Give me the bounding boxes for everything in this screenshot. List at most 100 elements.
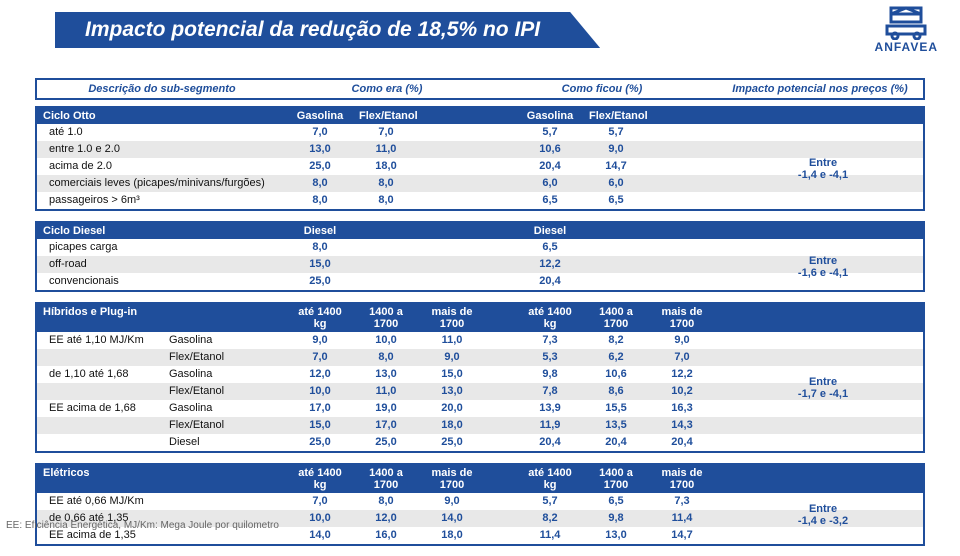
cell-value: 13,9 [517,400,583,417]
table-row: convencionais25,020,4 [37,273,923,290]
cell-value: 18,0 [353,158,419,175]
cell-value: 8,0 [353,493,419,510]
cell-value [353,273,419,290]
cell-value: 9,8 [583,510,649,527]
cell-value [419,124,485,141]
table-row: EE até 0,66 MJ/Km7,08,09,05,76,57,3 [37,493,923,510]
cell-value: 16,0 [353,527,419,544]
cell-value: 15,5 [583,400,649,417]
cell-value: 11,4 [649,510,715,527]
block-title: Híbridos e Plug-in [37,304,287,332]
cell-value: 11,0 [353,141,419,158]
cell-value: 12,0 [353,510,419,527]
col-label: Flex/Etanol [353,108,419,124]
cell-value: 7,0 [287,124,353,141]
block-ciclo-diesel: Ciclo Diesel Diesel Diesel picapes carga… [35,221,925,292]
row-desc: até 1.0 [37,124,287,141]
cell-value: 13,0 [583,527,649,544]
cell-value: 10,6 [583,366,649,383]
page-title-bar: Impacto potencial da redução de 18,5% no… [55,12,600,48]
col-label: 1400 a 1700 [583,304,649,332]
cell-value: 10,0 [287,510,353,527]
cell-value: 12,2 [649,366,715,383]
cell-value: 6,5 [583,192,649,209]
cell-value: 6,5 [583,493,649,510]
cell-value [353,239,419,256]
col-label: mais de 1700 [649,465,715,493]
cell-value: 12,2 [517,256,583,273]
row-desc: off-road [37,256,287,273]
row-desc: Flex/Etanol [37,349,287,366]
cell-value: 5,3 [517,349,583,366]
cell-value: 19,0 [353,400,419,417]
cell-value [353,256,419,273]
cell-value: 9,0 [419,349,485,366]
cell-value: 7,3 [517,332,583,349]
col-label: até 1400 kg [287,465,353,493]
cell-value: 10,6 [517,141,583,158]
col-label: Diesel [517,223,583,239]
cell-value: 13,0 [353,366,419,383]
cell-value: 5,7 [517,124,583,141]
table-master-header: Descrição do sub-segmento Como era (%) C… [35,78,925,100]
cell-value: 8,0 [353,192,419,209]
cell-value: 11,9 [517,417,583,434]
col-label: até 1400 kg [517,465,583,493]
cell-value: 6,0 [517,175,583,192]
cell-value: 18,0 [419,417,485,434]
col-label: 1400 a 1700 [353,304,419,332]
cell-value: 15,0 [419,366,485,383]
cell-value: 9,0 [583,141,649,158]
page-title: Impacto potencial da redução de 18,5% no… [85,18,540,42]
cell-value: 6,0 [583,175,649,192]
main-content: Descrição do sub-segmento Como era (%) C… [35,78,925,556]
table-row: EE até 1,10 MJ/KmGasolina9,010,011,07,38… [37,332,923,349]
row-desc: comerciais leves (picapes/minivans/furgõ… [37,175,287,192]
cell-value: 20,0 [419,400,485,417]
cell-value: 17,0 [353,417,419,434]
cell-value: 5,7 [583,124,649,141]
cell-value: 14,0 [287,527,353,544]
cell-value: 8,2 [517,510,583,527]
row-desc: Diesel [37,434,287,451]
col-label: Gasolina [517,108,583,124]
cell-value [649,175,715,192]
cell-value: 16,3 [649,400,715,417]
cell-value: 14,0 [419,510,485,527]
cell-value: 14,7 [583,158,649,175]
table-row: Diesel25,025,025,020,420,420,4 [37,434,923,451]
cell-value: 20,4 [649,434,715,451]
row-desc: picapes carga [37,239,287,256]
cell-value: 18,0 [419,527,485,544]
cell-value [649,124,715,141]
cell-value: 8,0 [353,349,419,366]
cell-value [419,175,485,192]
cell-value [419,141,485,158]
cell-value [649,141,715,158]
table-row: de 1,10 até 1,68Gasolina12,013,015,09,81… [37,366,923,383]
cell-value [649,192,715,209]
col-label: Gasolina [287,108,353,124]
cell-value: 7,0 [287,349,353,366]
cell-value: 25,0 [353,434,419,451]
cell-value: 20,4 [517,273,583,290]
table-row: acima de 2.025,018,020,414,7 [37,158,923,175]
row-desc: Flex/Etanol [37,383,287,400]
table-row: picapes carga8,06,5 [37,239,923,256]
block-body: EE até 1,10 MJ/KmGasolina9,010,011,07,38… [37,332,923,451]
table-row: entre 1.0 e 2.013,011,010,69,0 [37,141,923,158]
cell-value [419,158,485,175]
cell-value [583,256,649,273]
cell-value: 11,0 [419,332,485,349]
cell-value: 9,8 [517,366,583,383]
block-title: Ciclo Diesel [37,223,287,239]
block-title: Ciclo Otto [37,108,287,124]
cell-value [649,239,715,256]
table-row: Flex/Etanol15,017,018,011,913,514,3 [37,417,923,434]
block-eletricos: Elétricos até 1400 kg 1400 a 1700 mais d… [35,463,925,546]
cell-value: 7,0 [287,493,353,510]
cell-value: 15,0 [287,417,353,434]
brand-logo: ANFAVEA [875,6,938,54]
col-label: mais de 1700 [649,304,715,332]
cell-value [419,192,485,209]
